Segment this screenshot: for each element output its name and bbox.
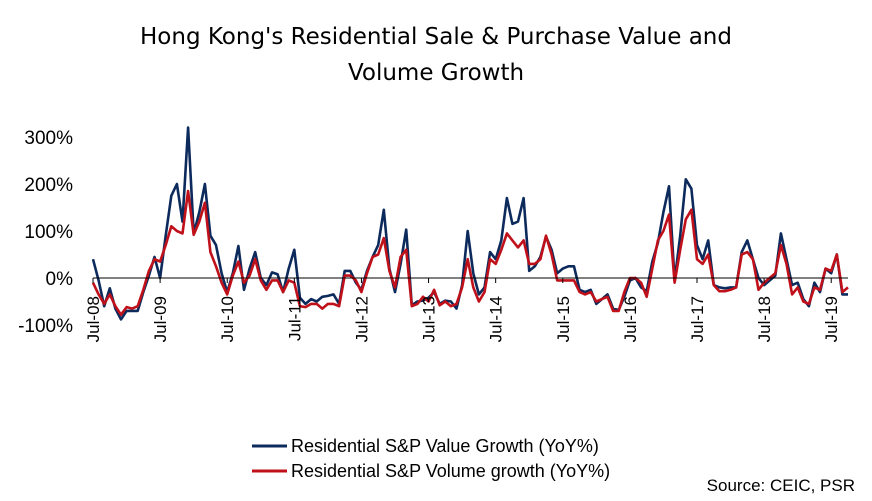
series-line-value-growth bbox=[91, 126, 848, 321]
y-tick-label: 300% bbox=[24, 128, 73, 149]
x-tick-label: Jul-11 bbox=[285, 296, 304, 341]
x-tick-label: Jul-09 bbox=[151, 296, 170, 342]
y-tick-label: 100% bbox=[24, 222, 73, 243]
x-tick-label: Jul-15 bbox=[554, 296, 573, 342]
plot-area bbox=[91, 126, 849, 321]
y-tick-label: 200% bbox=[24, 175, 73, 196]
x-tick-label: Jul-10 bbox=[218, 296, 237, 342]
x-tick-label: Jul-17 bbox=[688, 296, 707, 342]
x-axis-ticks: Jul-08 Jul-09 Jul-10 Jul-11 Jul-12 Jul-13 Jul-… bbox=[84, 278, 841, 342]
y-tick-label: 0% bbox=[46, 269, 74, 290]
x-tick-label: Jul-14 bbox=[487, 296, 506, 342]
x-tick-label: Jul-19 bbox=[822, 296, 841, 342]
x-tick-label: Jul-13 bbox=[420, 296, 439, 342]
legend-label-volume-growth: Residential S&P Volume growth (YoY%) bbox=[291, 461, 610, 481]
x-tick-label: Jul-08 bbox=[84, 296, 103, 342]
legend-label-value-growth: Residential S&P Value Growth (YoY%) bbox=[291, 436, 599, 456]
x-tick-label: Jul-18 bbox=[755, 296, 774, 342]
x-tick-label: Jul-16 bbox=[621, 296, 640, 342]
chart-title-line-1: Hong Kong's Residential Sale & Purchase … bbox=[140, 24, 732, 50]
source-note: Source: CEIC, PSR bbox=[707, 476, 855, 495]
x-tick-label: Jul-12 bbox=[352, 296, 371, 342]
chart-title-line-2: Volume Growth bbox=[348, 60, 524, 86]
y-axis-tick-labels: 300% 200% 100% 0% -100% bbox=[18, 128, 73, 337]
legend: Residential S&P Value Growth (YoY%) Resi… bbox=[252, 436, 610, 481]
y-tick-label: -100% bbox=[18, 316, 73, 337]
series-line-volume-growth bbox=[91, 189, 849, 317]
